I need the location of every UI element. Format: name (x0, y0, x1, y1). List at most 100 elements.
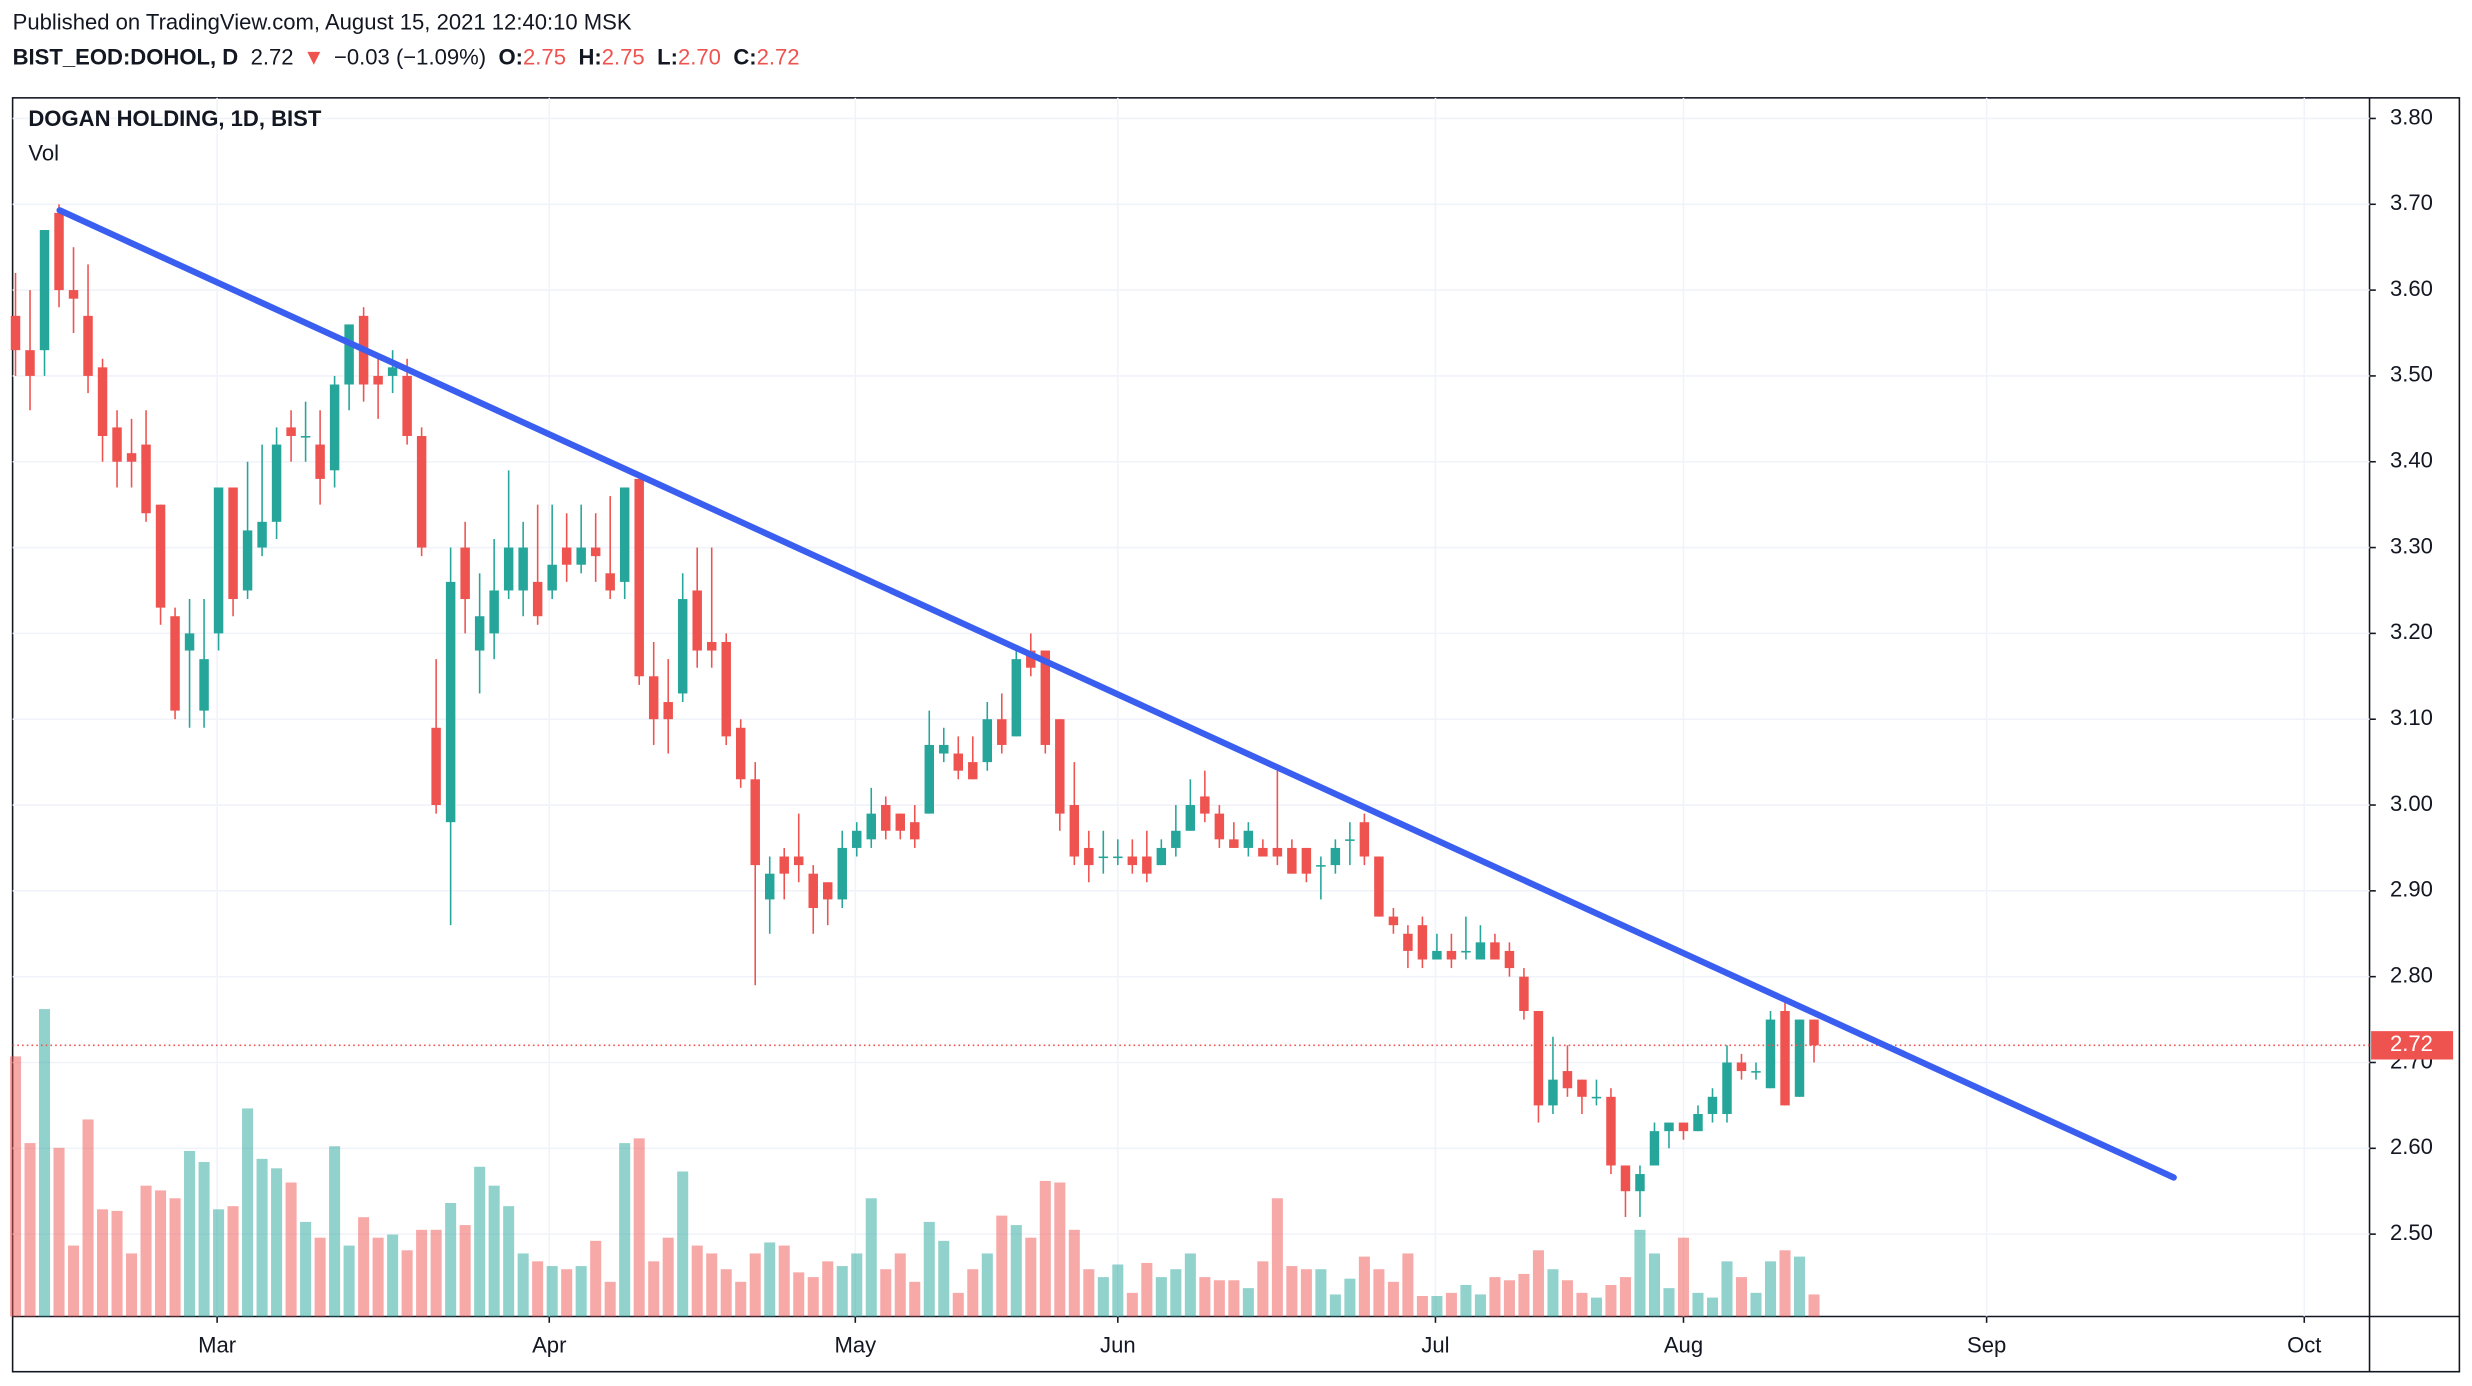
volume-bar (619, 1143, 631, 1317)
ohlc-label: L: (657, 44, 678, 69)
volume-bar (1706, 1297, 1719, 1317)
volume-bar (459, 1225, 471, 1317)
candle-body (1751, 1071, 1761, 1073)
volume-bar (1039, 1180, 1051, 1317)
candle-body (1591, 1096, 1602, 1099)
candle-body (1417, 925, 1428, 960)
candle-body (1359, 822, 1370, 857)
volume-bar (1460, 1284, 1472, 1317)
volume-bar (517, 1253, 529, 1317)
candle-body (228, 487, 238, 600)
x-tick-label: Aug (1664, 1332, 1703, 1357)
y-tick-label: 3.30 (2390, 533, 2433, 558)
candle-body (373, 375, 383, 385)
volume-bar (198, 1162, 210, 1317)
y-tick-label: 3.10 (2390, 705, 2433, 730)
candle-body (1765, 1019, 1776, 1089)
candle-body (271, 444, 282, 522)
candle-body (852, 830, 862, 848)
candle-body (1069, 805, 1080, 857)
candle-body (155, 504, 166, 608)
volume-bar (807, 1277, 819, 1317)
candle-body (170, 616, 180, 711)
candle-body (1736, 1062, 1747, 1072)
volume-bar (793, 1272, 805, 1317)
volume-bar (1779, 1250, 1791, 1317)
candle-body (1330, 847, 1341, 866)
x-tick-label: May (834, 1332, 876, 1357)
volume-bar (488, 1185, 500, 1317)
candle-body (460, 547, 470, 600)
candle-body (416, 435, 427, 548)
candle-body (1548, 1079, 1558, 1106)
candle-body (1316, 865, 1326, 867)
candle-body (1620, 1165, 1631, 1192)
candle-body (953, 753, 964, 771)
volume-bar (184, 1150, 196, 1317)
volume-bar (82, 1119, 94, 1317)
volume-bar (1721, 1261, 1733, 1317)
candle-body (576, 547, 586, 565)
candle-body (735, 727, 746, 780)
volume-bar (648, 1261, 660, 1317)
candle-body (1055, 719, 1065, 814)
y-tick-label: 2.60 (2390, 1134, 2433, 1159)
candle-body (1446, 950, 1457, 960)
candle-body (1214, 813, 1225, 840)
volume-bar (1286, 1266, 1298, 1317)
volume-bar (1373, 1269, 1385, 1317)
last-price-label: 2.72 (2390, 1031, 2433, 1056)
candle-body (518, 547, 528, 591)
volume-bar (1503, 1280, 1515, 1317)
volume-bar (952, 1292, 964, 1317)
candle-body (1403, 933, 1413, 951)
volume-bar (1010, 1225, 1022, 1317)
candle-body (387, 367, 398, 376)
volume-bar (1692, 1292, 1704, 1317)
volume-bar (981, 1253, 993, 1317)
volume-bar (967, 1269, 979, 1317)
candle-body (1185, 805, 1196, 831)
candle-body (1693, 1113, 1703, 1132)
grid (12, 97, 2370, 1317)
candle-body (1272, 847, 1283, 857)
y-tick-label: 3.70 (2390, 190, 2433, 215)
x-tick-label: Oct (2287, 1332, 2321, 1357)
volume-bar (662, 1237, 674, 1317)
candle-body (315, 444, 325, 479)
volume-bar (1416, 1296, 1428, 1317)
candle-body (25, 350, 35, 376)
candle-body (1606, 1096, 1616, 1166)
volume-bar (1358, 1256, 1370, 1317)
x-tick-label: Jun (1100, 1332, 1136, 1357)
volume-bar (53, 1147, 65, 1317)
candle-body (1200, 796, 1210, 814)
candle-body (706, 641, 717, 651)
candle-body (837, 847, 847, 900)
candle-body (794, 856, 804, 866)
candle-body (910, 822, 920, 840)
volume-bar (1228, 1280, 1240, 1317)
volume-bar (749, 1253, 761, 1317)
candle-body (445, 581, 456, 823)
volume-bar (401, 1250, 413, 1317)
volume-bar (1242, 1288, 1254, 1317)
candle-body (866, 813, 876, 840)
volume-bar (546, 1266, 558, 1317)
volume-bar (822, 1261, 834, 1317)
candle-body (39, 230, 50, 351)
candle-body (547, 564, 557, 591)
candle-body (692, 590, 702, 651)
volume-bar (9, 1056, 22, 1317)
volume-bar (1648, 1253, 1660, 1317)
volume-bar (445, 1203, 457, 1317)
candle-body (779, 856, 789, 874)
volume-bar (778, 1245, 790, 1317)
candle-body (1809, 1019, 1819, 1046)
candle-body (590, 547, 601, 557)
candle-body (721, 641, 731, 737)
ohlc-value: 2.70 (678, 44, 721, 69)
candle-body (968, 762, 978, 780)
volume-bar (894, 1253, 906, 1317)
